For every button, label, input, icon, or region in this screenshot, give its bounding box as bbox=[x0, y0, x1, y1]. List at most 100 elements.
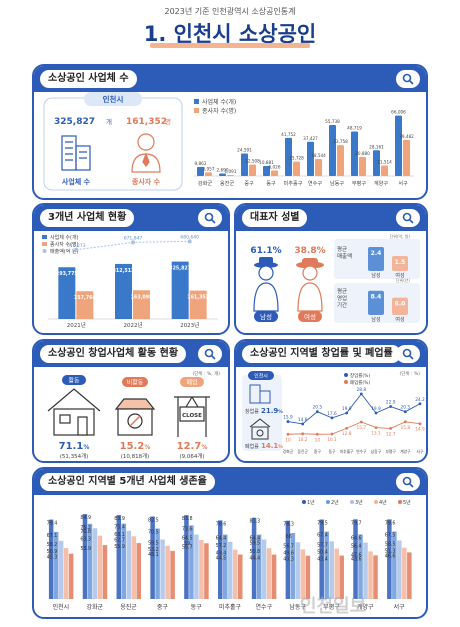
worker-icon bbox=[131, 133, 161, 173]
bar-2년 bbox=[358, 534, 363, 599]
search-icon[interactable] bbox=[396, 70, 420, 88]
bar-workers bbox=[189, 290, 207, 319]
legend-dot bbox=[326, 500, 330, 504]
period-label: 평균 영업 기간 bbox=[337, 288, 347, 309]
data-label: 59.5 bbox=[148, 541, 159, 547]
bar-business bbox=[219, 173, 226, 176]
bar-business bbox=[373, 150, 380, 176]
data-label: 51.3 bbox=[385, 549, 396, 555]
data-label: 66,006 bbox=[391, 110, 406, 115]
tick-label: 옹진군 bbox=[297, 449, 308, 454]
female-icon bbox=[296, 258, 324, 312]
data-label: 50.4 bbox=[317, 550, 328, 556]
bar-workers bbox=[249, 164, 256, 176]
bar-3년 bbox=[261, 539, 267, 599]
sales-point bbox=[74, 247, 79, 252]
survival-bars: 인천시 79.4 67.1 58.250.945.3 강화군 84.9 75.270.8 63… bbox=[47, 514, 412, 611]
rate-line-chart: 15.9 14.8 20.5 17.6 19.9 28.8 19.9 22.9 20.5 24.2… bbox=[283, 387, 425, 454]
search-icon[interactable] bbox=[198, 209, 222, 227]
data-label: 28.8 bbox=[357, 387, 367, 393]
sales-label: 671,847 bbox=[124, 235, 143, 241]
bar-business bbox=[329, 125, 336, 176]
sales-point bbox=[187, 239, 192, 244]
search-icon[interactable] bbox=[396, 345, 420, 363]
data-label: 41,752 bbox=[281, 132, 296, 137]
legend-label: 3년 bbox=[355, 499, 363, 506]
legend-business: 사업체 수(개) bbox=[202, 98, 236, 106]
three-year-bars: 293,775 157,764 2021년 312,512 163,098 2022년 32… bbox=[48, 234, 218, 329]
bar-4년 bbox=[97, 535, 103, 599]
bar-5년 bbox=[136, 543, 142, 599]
data-point bbox=[403, 420, 407, 424]
data-label: 56.7 bbox=[283, 543, 294, 549]
legend-dot bbox=[302, 500, 306, 504]
bar-3년 bbox=[58, 540, 64, 599]
bar-5년 bbox=[339, 555, 344, 599]
bar-business bbox=[171, 261, 189, 319]
data-label: 75.4 bbox=[114, 525, 125, 531]
data-label: 66 bbox=[286, 534, 292, 540]
data-label: 12.8 bbox=[342, 431, 352, 437]
data-label: 17.6 bbox=[327, 411, 337, 417]
data-point bbox=[286, 420, 290, 423]
data-label: 3,957 bbox=[203, 166, 215, 171]
bar-1년 bbox=[319, 519, 324, 599]
data-label: 67.5 bbox=[385, 533, 396, 539]
tick-label: 계양구 bbox=[400, 449, 411, 454]
data-label: 64.5 bbox=[182, 536, 193, 542]
tick-label: 동구 bbox=[191, 604, 203, 611]
data-point bbox=[418, 402, 422, 406]
title-underline bbox=[150, 43, 310, 48]
data-label: 78.3 bbox=[283, 522, 294, 528]
bar-5년 bbox=[271, 554, 277, 599]
business-total: 325,827 bbox=[54, 117, 95, 127]
bar-3년 bbox=[126, 530, 132, 599]
data-label: 68.1 bbox=[114, 532, 125, 538]
data-label: 44.5 bbox=[216, 556, 227, 562]
search-icon[interactable] bbox=[396, 209, 420, 227]
bar-workers bbox=[227, 175, 234, 176]
worker-total: 161,352 bbox=[126, 117, 167, 127]
bar-business bbox=[307, 141, 314, 176]
bar-business bbox=[351, 131, 358, 176]
data-label: 50.8 bbox=[249, 549, 260, 555]
data-label: 56.4 bbox=[351, 544, 362, 550]
data-label: 53.9 bbox=[80, 546, 91, 552]
legend-dot bbox=[398, 500, 402, 504]
bar-2년 bbox=[256, 534, 262, 599]
data-point bbox=[389, 405, 393, 408]
bar-3년 bbox=[295, 542, 301, 599]
data-label: 79.7 bbox=[351, 520, 362, 526]
legend-sales: 매출액(억 원) bbox=[50, 248, 79, 255]
activity-unit: (단위 : %, 개) bbox=[193, 370, 221, 377]
legend-workers: 종사자 수(명) bbox=[202, 107, 236, 115]
search-icon[interactable] bbox=[396, 473, 420, 491]
active-label: 활동 bbox=[68, 377, 80, 385]
bar-4년 bbox=[63, 548, 69, 599]
tick-label: 중구 bbox=[314, 449, 321, 454]
gender-chart: 61.1% 38.8% 남성 여성 단위(억, 원) 평균 매출액 2.4 남성 1.… bbox=[250, 233, 420, 323]
search-icon[interactable] bbox=[198, 345, 222, 363]
data-label: 59 bbox=[184, 541, 190, 547]
data-label: 312,512 bbox=[113, 268, 135, 274]
panel-survival: 소상공인 지역별 5개년 사업체 생존율 1년 2년 3년 4년 5년 인천시 79.4 6… bbox=[32, 467, 428, 619]
tick-label: 연수구 bbox=[356, 449, 367, 454]
data-label: 15,728 bbox=[289, 156, 304, 161]
bar-3년 bbox=[329, 541, 334, 599]
data-label: 1,091 bbox=[225, 169, 237, 174]
data-label: 64.6 bbox=[351, 535, 362, 541]
data-label: 55.7 bbox=[182, 544, 193, 550]
data-label: 55,738 bbox=[325, 119, 340, 124]
tick-label: 미추홀구 bbox=[340, 449, 354, 454]
bar-business bbox=[241, 153, 248, 176]
data-label: 1.5 bbox=[395, 259, 406, 266]
data-label: 79.6 bbox=[385, 520, 396, 526]
data-label: 20.5 bbox=[313, 405, 323, 411]
bar-workers bbox=[293, 161, 300, 176]
tick-label: 동구 bbox=[329, 449, 336, 454]
bar-business bbox=[285, 137, 292, 176]
bar-1년 bbox=[218, 520, 223, 599]
bar-female bbox=[392, 297, 408, 315]
data-point bbox=[359, 392, 363, 396]
bar-business bbox=[395, 115, 402, 176]
